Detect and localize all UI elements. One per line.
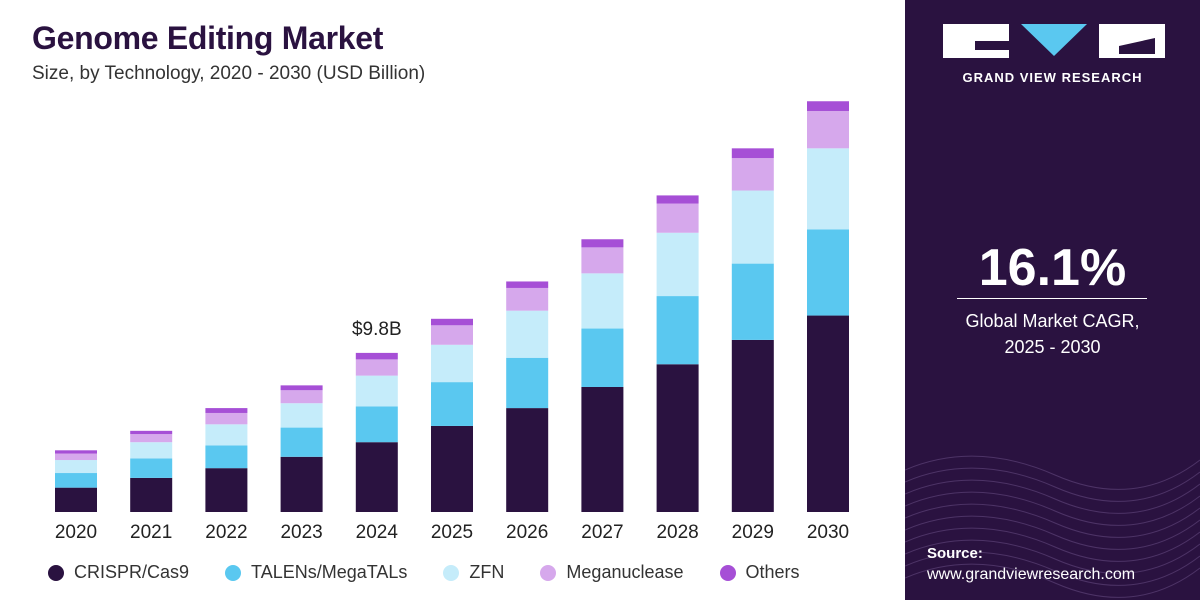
bar-segment	[656, 296, 699, 365]
bar-segment	[807, 315, 849, 512]
gvr-logo-icon	[943, 24, 1165, 58]
legend-label: Meganuclease	[566, 562, 684, 582]
bar-segment	[355, 442, 398, 512]
chart-subtitle: Size, by Technology, 2020 - 2030 (USD Bi…	[32, 63, 426, 84]
bar-segment	[205, 424, 248, 446]
bar-segment	[355, 352, 398, 360]
bar-segment	[280, 456, 323, 512]
legend-label: ZFN	[469, 562, 505, 582]
x-tick-label: 2024	[356, 522, 399, 543]
source-label: Source:	[927, 545, 983, 562]
sidebar: GRAND VIEW RESEARCH 16.1% Global Market …	[905, 0, 1200, 600]
bar-segment	[130, 477, 173, 512]
bar-segment	[130, 430, 173, 435]
bar-segment	[431, 382, 473, 426]
bar-segment	[431, 344, 473, 383]
bar-segment	[355, 359, 398, 376]
cagr-label: Global Market CAGR, 2025 - 2030	[905, 308, 1200, 360]
bar-segment	[656, 232, 699, 297]
legend-swatch	[540, 564, 557, 581]
legend-label: CRISPR/Cas9	[74, 562, 190, 582]
legend-item: CRISPR/Cas9	[48, 562, 189, 583]
bar-segment	[656, 203, 699, 233]
bar-segment	[807, 101, 849, 111]
bar-segment	[280, 403, 323, 428]
legend-item: Meganuclease	[540, 562, 684, 583]
bar-segment	[807, 229, 849, 316]
bar-segment	[506, 310, 549, 358]
x-tick-label: 2022	[205, 522, 247, 543]
cagr-divider	[957, 298, 1147, 299]
bar-segment	[731, 339, 774, 512]
chart-title: Genome Editing Market	[32, 20, 384, 56]
source-url[interactable]: www.grandviewresearch.com	[927, 566, 1136, 583]
bar-segment	[581, 273, 624, 329]
bar-segment	[355, 406, 398, 443]
bar-segment	[506, 281, 549, 288]
legend-item: ZFN	[443, 562, 504, 583]
bar-segment	[280, 427, 323, 457]
legend-label: Others	[745, 562, 800, 582]
legend-item: TALENs/MegaTALs	[225, 562, 407, 583]
bar-segment	[581, 239, 624, 248]
decorative-wave-pattern	[905, 455, 1200, 598]
legend-item: Others	[719, 562, 800, 583]
legend-swatch	[443, 564, 460, 581]
bar-segment	[55, 450, 97, 454]
cagr-value: 16.1%	[978, 239, 1127, 297]
x-tick-label: 2030	[807, 522, 849, 543]
bar-segment	[55, 460, 97, 474]
bar-segment	[205, 412, 248, 425]
legend-label: TALENs/MegaTALs	[251, 562, 408, 582]
bar-segment	[431, 325, 473, 345]
bar-segment	[280, 390, 323, 404]
bar-segment	[731, 158, 774, 191]
legend-swatch	[48, 564, 64, 581]
bar-segment	[731, 148, 774, 159]
bar-segment	[731, 190, 774, 264]
bar-segment	[506, 408, 549, 512]
bar-segment	[130, 442, 173, 459]
bar-segment	[807, 110, 849, 149]
x-tick-label: 2021	[130, 522, 172, 543]
bar-segment	[205, 445, 248, 469]
chart-legend: CRISPR/Cas9 TALENs/MegaTALs ZFN Meganucleas…	[48, 562, 836, 583]
legend-swatch	[225, 564, 242, 581]
bar-segment	[581, 386, 624, 512]
bar-segment	[55, 473, 97, 488]
bar-segment	[431, 318, 473, 326]
legend-swatch	[719, 564, 736, 581]
bar-segment	[205, 468, 248, 512]
bar-segment	[55, 453, 97, 461]
bar-segment	[280, 385, 323, 391]
bar-segment	[581, 328, 624, 387]
bar-segment	[55, 487, 97, 512]
cagr-label-line1: Global Market CAGR,	[965, 311, 1140, 331]
x-tick-label: 2028	[656, 522, 698, 543]
x-tick-label: 2023	[280, 522, 322, 543]
bar-segment	[807, 148, 849, 230]
stacked-bar-chart: 2020 2021 2022 2023 2024 2025 2026 2027 2028 2029…	[55, 101, 849, 543]
cagr-label-line2: 2025 - 2030	[1004, 337, 1101, 357]
bar-segment	[656, 364, 699, 512]
bar-segment	[731, 263, 774, 340]
bar-segment	[431, 425, 473, 512]
chart-panel: Genome Editing Market Size, by Technolog…	[32, 20, 850, 583]
x-tick-label: 2029	[732, 522, 774, 543]
x-tick-label: 2027	[581, 522, 623, 543]
data-label: $9.8B	[352, 319, 402, 340]
x-tick-label: 2026	[506, 522, 548, 543]
bar-segment	[205, 408, 248, 413]
bar-segment	[581, 247, 624, 274]
x-tick-label: 2020	[55, 522, 97, 543]
bar-segment	[656, 195, 699, 204]
bar-segment	[355, 375, 398, 407]
bar-segment	[506, 357, 549, 409]
bar-segment	[130, 434, 173, 443]
bar-segment	[506, 287, 549, 311]
bar-segment	[130, 458, 173, 478]
brand-name: GRAND VIEW RESEARCH	[962, 70, 1143, 85]
x-tick-label: 2025	[431, 522, 473, 543]
